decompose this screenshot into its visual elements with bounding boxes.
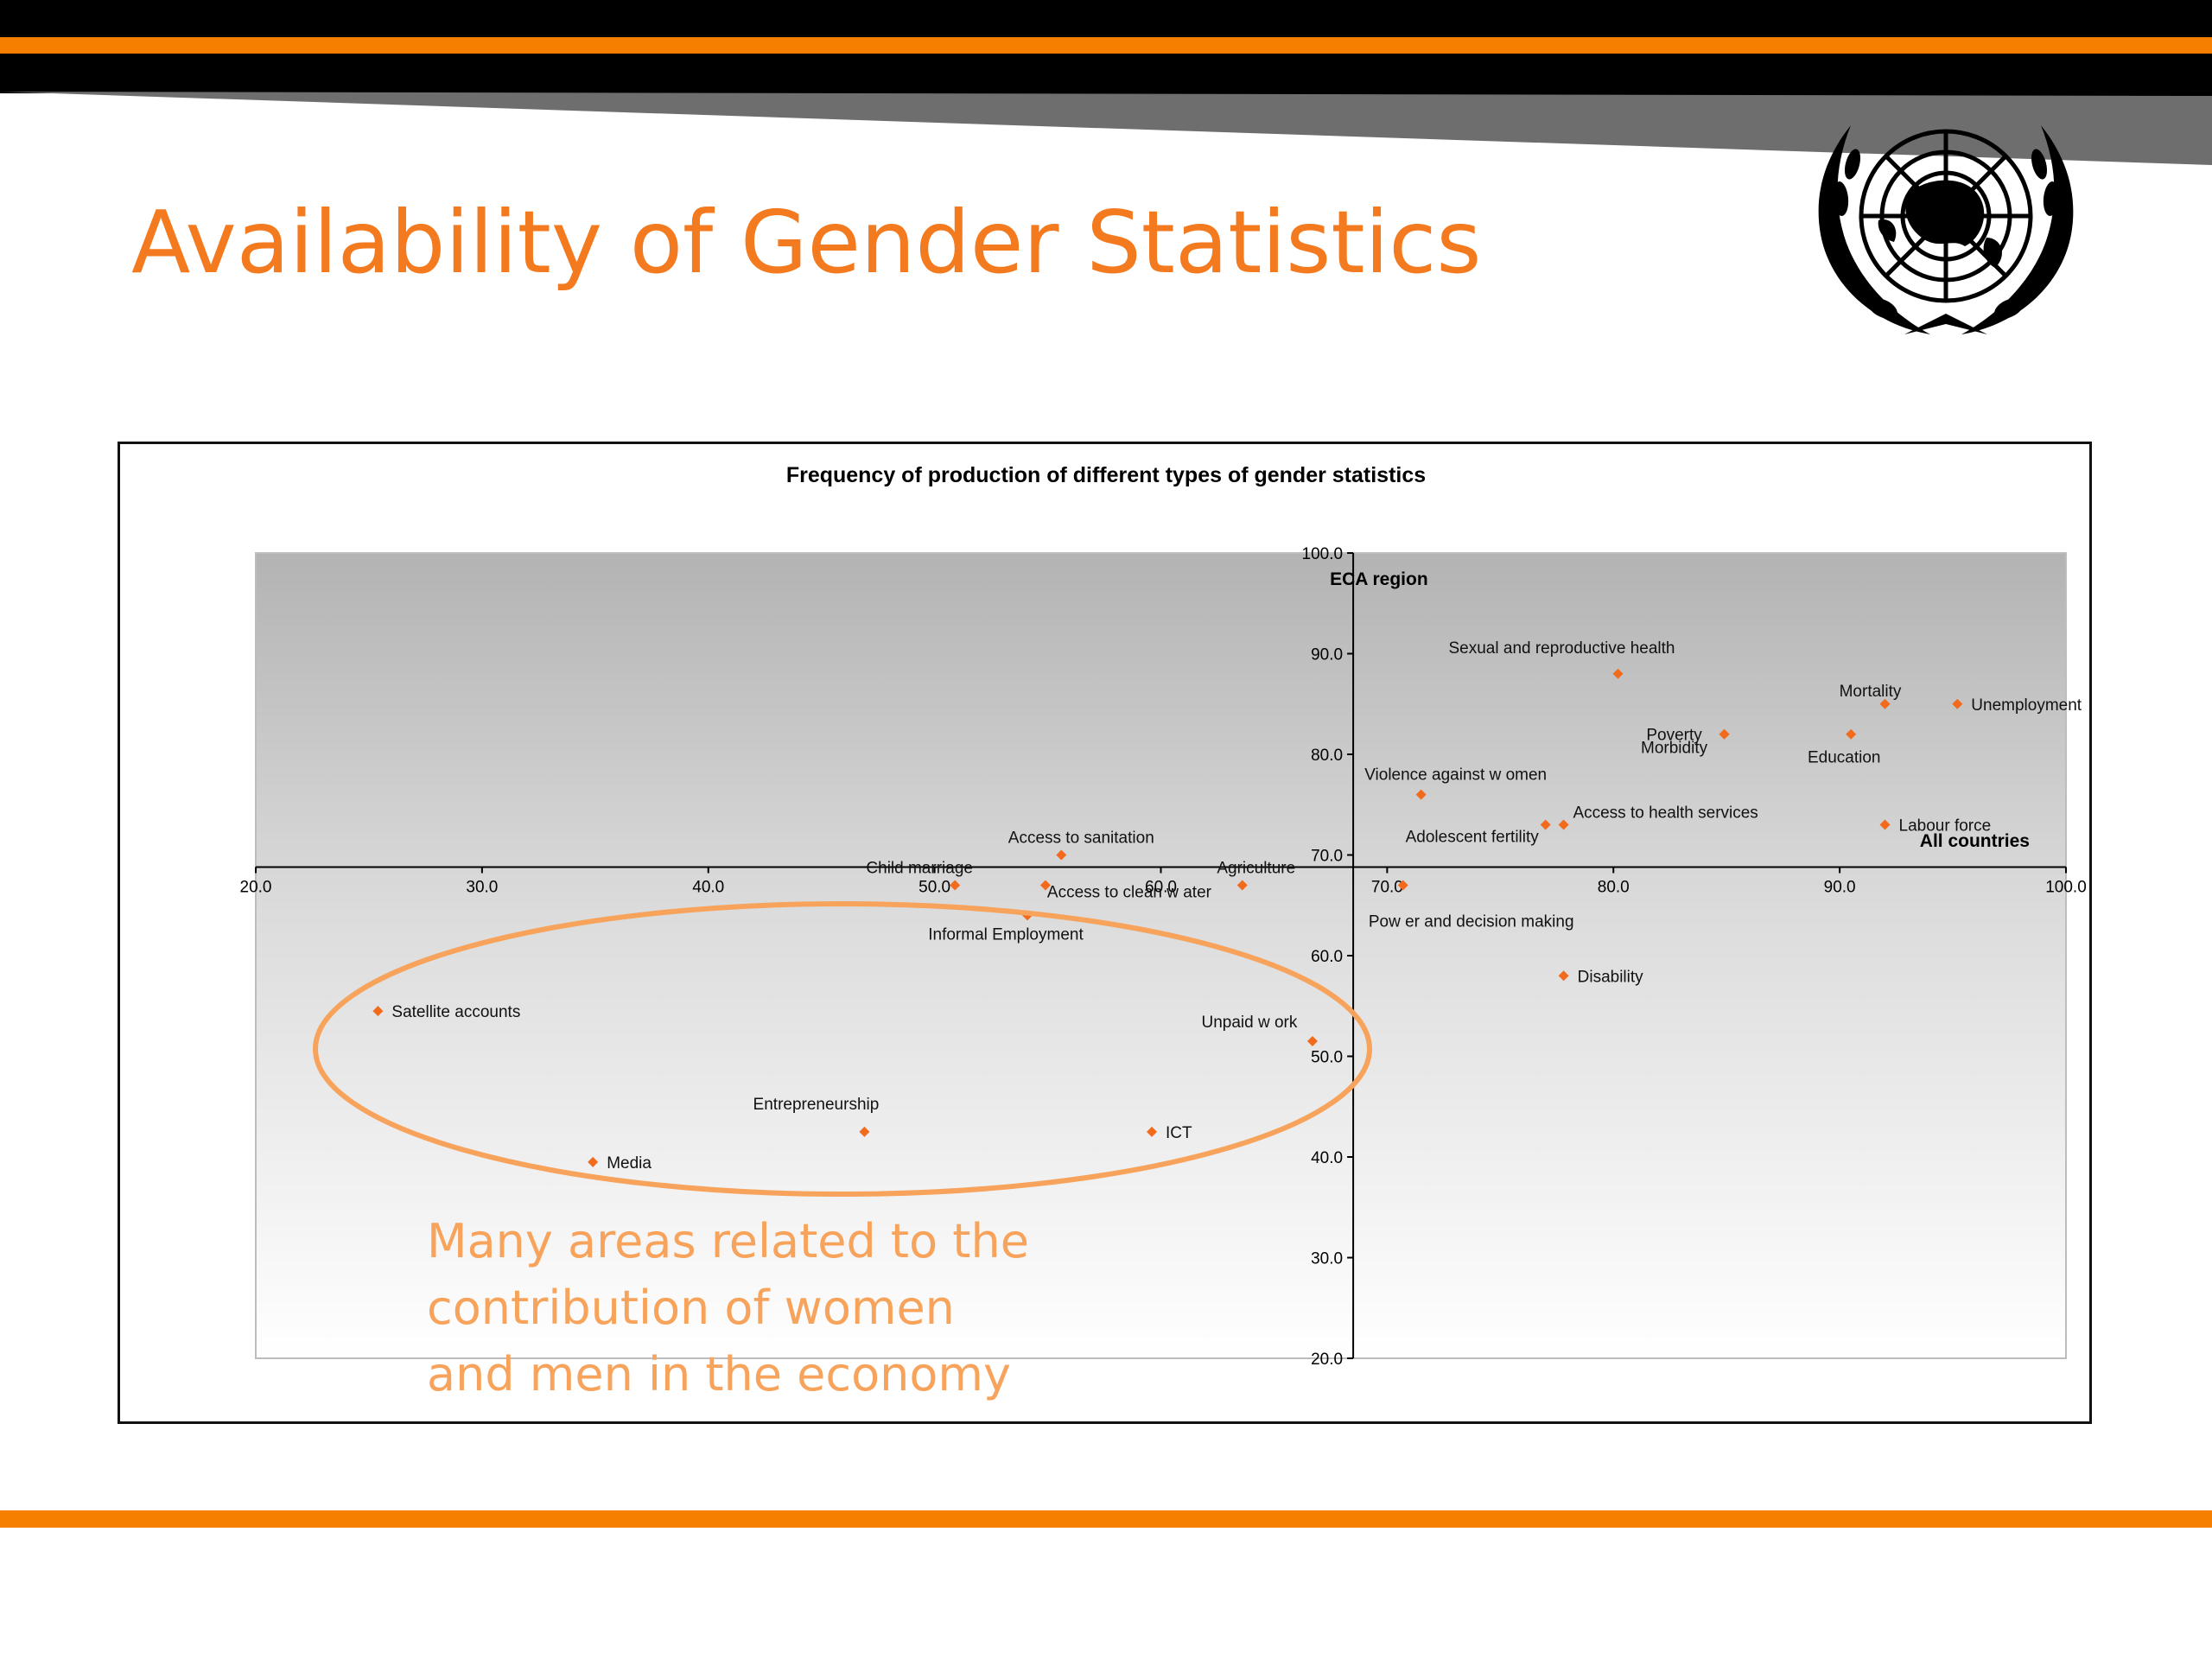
point-label: Child marriage: [866, 859, 973, 877]
chart-axes: 20.0 30.0 40.0 50.0 60.0 70.0 80.0 90.0 100.0 20.…: [240, 545, 2087, 1369]
data-point: [950, 880, 961, 891]
x-tick-label: 60.0: [1145, 878, 1177, 896]
point-label: Unpaid w ork: [1202, 1014, 1298, 1032]
data-point: [1056, 849, 1067, 861]
y-tick-label: 30.0: [1311, 1250, 1343, 1268]
point-label: Education: [1808, 749, 1881, 767]
data-point: [1306, 1036, 1318, 1047]
point-label: Poverty: [1646, 727, 1702, 745]
point-label: Informal Employment: [928, 925, 1084, 944]
data-point: [859, 1126, 870, 1137]
data-point: [1846, 728, 1857, 740]
y-tick-label: 80.0: [1311, 747, 1343, 765]
chart-points: Sexual and reproductive health Mortality U…: [372, 639, 2082, 1173]
y-axis-label: ECA region: [1330, 569, 1428, 589]
point-label: Pow er and decision making: [1369, 912, 1574, 931]
header-accent-stripe: [0, 37, 2212, 54]
point-label: ICT: [1166, 1124, 1192, 1142]
x-tick-label: 20.0: [240, 878, 272, 896]
data-point: [1612, 668, 1624, 679]
y-tick-label: 20.0: [1311, 1351, 1343, 1369]
point-label: Agriculture: [1217, 859, 1295, 877]
footer-accent-stripe: [0, 1510, 2212, 1528]
data-point: [1236, 880, 1248, 891]
y-tick-label: 70.0: [1311, 848, 1343, 866]
chart-frame: Frequency of production of different typ…: [118, 442, 2092, 1424]
un-emblem-icon: [1818, 125, 2074, 334]
data-point: [1039, 880, 1051, 891]
data-point: [1879, 819, 1891, 830]
data-point: [372, 1006, 384, 1017]
y-tick-label: 100.0: [1302, 545, 1344, 563]
point-label: Access to health services: [1573, 804, 1758, 823]
point-label: Disability: [1578, 968, 1644, 986]
point-label: Adolescent fertility: [1406, 829, 1540, 847]
slide-title: Availability of Gender Statistics: [131, 192, 1482, 293]
chart-title: Frequency of production of different typ…: [786, 463, 1426, 487]
highlight-ellipse: [313, 901, 1372, 1197]
y-tick-label: 40.0: [1311, 1149, 1343, 1167]
point-label: Media: [607, 1154, 652, 1173]
point-label: Sexual and reproductive health: [1449, 639, 1675, 658]
point-label: Access to clean w ater: [1047, 883, 1212, 901]
point-label: Labour force: [1899, 817, 1992, 836]
point-label: Access to sanitation: [1008, 830, 1154, 848]
point-label: Entrepreneurship: [753, 1096, 880, 1114]
data-point: [1415, 789, 1427, 800]
data-point: [1719, 728, 1730, 740]
x-tick-label: 40.0: [692, 878, 724, 896]
x-tick-label: 80.0: [1598, 878, 1630, 896]
data-point: [1952, 698, 1963, 709]
data-point: [1397, 880, 1408, 891]
scatter-chart: Frequency of production of different typ…: [240, 463, 2087, 1369]
x-tick-label: 100.0: [2045, 878, 2087, 896]
annotation-note: Many areas related to the contribution o…: [427, 1214, 1029, 1402]
data-point: [1558, 970, 1569, 982]
point-label: Unemployment: [1971, 696, 2082, 715]
point-label: Satellite accounts: [391, 1003, 520, 1021]
point-label: Violence against w omen: [1364, 766, 1547, 785]
point-label: Mortality: [1840, 683, 1902, 701]
x-tick-label: 90.0: [1824, 878, 1856, 896]
y-tick-label: 90.0: [1311, 646, 1343, 664]
data-point: [1540, 819, 1551, 830]
header-gray-wedge: [0, 92, 2212, 165]
y-tick-label: 60.0: [1311, 948, 1343, 966]
x-axis-label: All countries: [1920, 831, 2030, 851]
data-point: [1558, 819, 1569, 830]
data-point: [1147, 1126, 1158, 1137]
data-point: [588, 1156, 599, 1167]
header-bar: [0, 0, 2212, 93]
x-tick-label: 70.0: [1371, 878, 1403, 896]
x-tick-label: 30.0: [466, 878, 498, 896]
plot-area: [255, 552, 2067, 1359]
data-point: [1879, 698, 1891, 709]
point-label: Morbidity: [1641, 740, 1708, 758]
x-tick-label: 50.0: [918, 878, 950, 896]
y-tick-label: 50.0: [1311, 1049, 1343, 1067]
